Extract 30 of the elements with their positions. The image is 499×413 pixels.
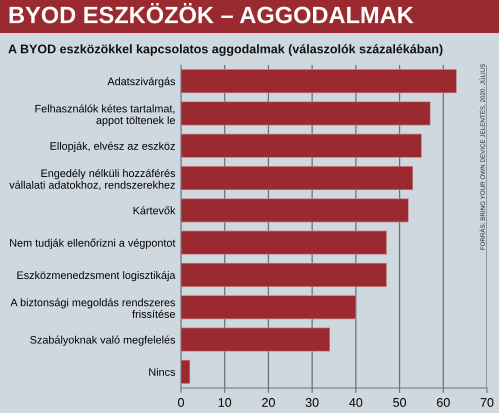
x-tick-label: 40	[349, 398, 362, 407]
x-tick-label: 60	[436, 398, 450, 407]
y-tick-label: Felhasználók kétes tartalmat, appot töltenek le	[35, 104, 175, 126]
y-tick-label: Eszközmenedzsment logisztikája	[17, 270, 176, 282]
y-tick-label: Nem tudják ellenőrizni a végpontot	[10, 238, 176, 249]
bar	[181, 328, 330, 352]
bar	[181, 166, 414, 190]
bar	[181, 69, 457, 94]
y-tick-label: Adatszivárgás	[107, 77, 176, 88]
y-tick-label: Ellopják, elvész az eszköz	[50, 142, 175, 152]
y-tick-label: Nincs	[149, 368, 176, 376]
bar	[181, 101, 431, 126]
x-tick-label: 0	[178, 398, 184, 407]
bar	[181, 295, 356, 320]
bar	[181, 262, 387, 287]
chart-title: BYOD ESZKÖZÖK – AGGODALMAK	[10, 2, 414, 24]
x-tick-label: 10	[218, 398, 232, 407]
x-tick-label: 30	[306, 398, 319, 407]
y-tick-label: A biztonsági megoldás rendszeres frissítése	[10, 298, 176, 318]
bar	[181, 230, 387, 255]
x-tick-label: 50	[393, 398, 406, 407]
x-tick-label: 20	[262, 398, 275, 407]
y-tick-label: Szabályoknak való megfelelés	[30, 336, 176, 346]
bar	[181, 360, 190, 384]
chart-subtitle: A BYOD eszközökkel kapcsolatos aggodalmak (válaszolók százalékában)	[8, 44, 442, 56]
bar	[181, 198, 409, 222]
y-tick-label: Kártevők	[134, 206, 176, 214]
y-tick-label: Engedély nélküli hozzáférés vállalati adatokhoz, rendszerekhez	[9, 169, 176, 190]
bar	[181, 134, 422, 158]
x-tick-label: 70	[480, 398, 494, 407]
